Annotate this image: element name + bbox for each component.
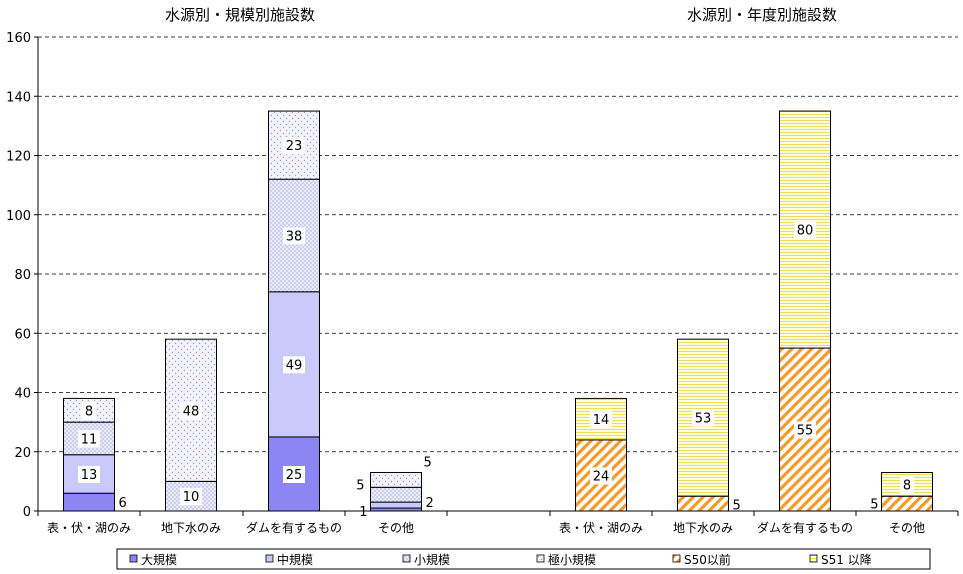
x-tick-label: 表・伏・湖のみ <box>559 520 643 535</box>
legend-swatch <box>402 554 411 563</box>
data-label-box <box>283 227 305 245</box>
legend-label: 大規模 <box>141 552 177 567</box>
legend-label: 極小規模 <box>548 552 596 567</box>
bar-segment <box>370 501 422 509</box>
data-label-box <box>283 356 305 374</box>
data-label: 13 <box>81 468 98 483</box>
y-tick-label: 20 <box>14 446 31 461</box>
data-label: 6 <box>119 496 127 511</box>
data-label-box <box>794 421 816 439</box>
data-label-box <box>180 402 202 420</box>
y-tick-label: 120 <box>6 150 31 165</box>
data-label: 55 <box>797 424 814 439</box>
data-label-box <box>692 409 714 427</box>
data-label-box <box>180 488 202 506</box>
bar-segment <box>677 495 729 512</box>
y-tick-label: 100 <box>6 209 31 224</box>
data-label: 11 <box>81 432 98 447</box>
data-label: 80 <box>797 224 814 239</box>
y-tick-label: 80 <box>14 268 31 283</box>
legend-label: 小規模 <box>414 552 450 567</box>
bar-segment <box>881 495 933 512</box>
legend-box <box>116 548 931 570</box>
chart-title: 水源別・年度別施設数 <box>687 6 837 24</box>
legend-swatch <box>809 554 818 563</box>
legend-swatch <box>536 554 545 563</box>
legend-label: 中規模 <box>277 552 313 567</box>
data-label: 25 <box>286 468 303 483</box>
data-label-box <box>590 467 612 485</box>
x-tick-label: その他 <box>378 521 414 535</box>
legend-label: S50以前 <box>684 552 731 567</box>
data-label-box <box>283 137 305 155</box>
data-label: 5 <box>870 498 878 513</box>
x-tick-label: ダムを有するもの <box>246 520 342 535</box>
y-tick-label: 140 <box>6 90 31 105</box>
bar-segment <box>370 486 422 503</box>
data-label-box <box>900 476 914 494</box>
data-label: 1 <box>359 505 367 520</box>
x-tick-label: 地下水のみ <box>161 521 221 535</box>
x-tick-label: 地下水のみ <box>673 521 733 535</box>
data-label-box <box>82 402 96 420</box>
bar-segment <box>370 471 422 488</box>
data-label: 49 <box>286 358 303 373</box>
data-label: 38 <box>286 229 303 244</box>
data-label-box <box>78 465 100 483</box>
x-tick-label: ダムを有するもの <box>757 520 853 535</box>
data-label: 5 <box>733 499 741 514</box>
x-tick-label: その他 <box>889 521 925 535</box>
y-tick-label: 60 <box>14 327 31 342</box>
data-label-box <box>78 430 100 448</box>
data-label: 5 <box>356 478 364 493</box>
data-label-box <box>794 221 816 239</box>
data-label: 14 <box>593 413 610 428</box>
legend-swatch <box>672 554 681 563</box>
y-tick-label: 160 <box>6 31 31 46</box>
legend-swatch <box>265 554 274 563</box>
legend-label: S51 以降 <box>821 553 872 567</box>
data-label: 8 <box>903 478 911 493</box>
data-label: 5 <box>424 455 432 470</box>
bar-segment <box>63 492 115 512</box>
chart-title: 水源別・規模別施設数 <box>165 6 315 24</box>
data-label: 48 <box>183 404 200 419</box>
y-tick-label: 40 <box>14 387 31 402</box>
data-label: 10 <box>183 490 200 505</box>
data-label-box <box>283 465 305 483</box>
legend-swatch <box>129 554 138 563</box>
y-tick-label: 0 <box>23 505 31 520</box>
data-label-box <box>590 411 612 429</box>
data-label: 53 <box>695 412 712 427</box>
data-label: 2 <box>426 496 434 511</box>
data-label: 8 <box>85 404 93 419</box>
x-tick-label: 表・伏・湖のみ <box>47 520 131 535</box>
data-label: 24 <box>593 469 610 484</box>
data-label: 23 <box>286 139 303 154</box>
